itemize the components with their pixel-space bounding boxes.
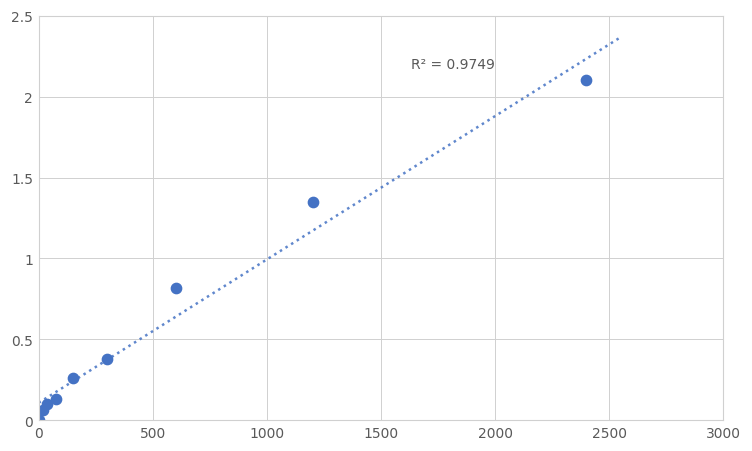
Point [32,416,44,423]
Point [41,400,53,408]
Point [170,284,182,291]
Point [581,78,593,85]
Point [307,199,319,206]
Text: R² = 0.9749: R² = 0.9749 [411,58,495,72]
Point [101,355,113,363]
Point [50,396,62,403]
Point [37,406,49,414]
Point [67,375,79,382]
